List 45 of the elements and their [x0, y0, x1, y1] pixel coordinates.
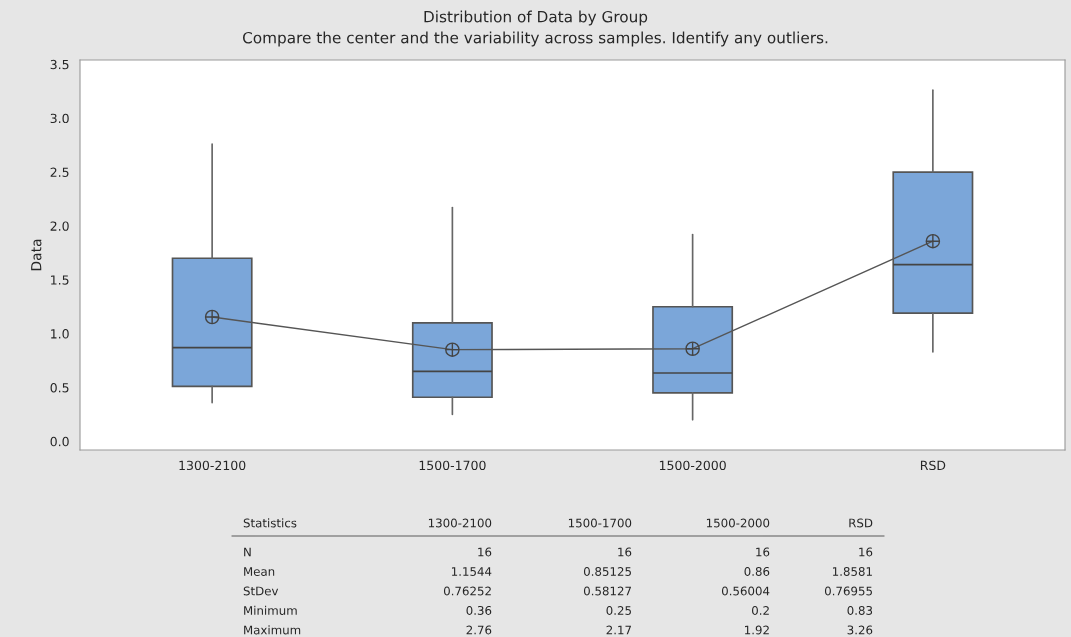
text: 0.86 [744, 567, 770, 576]
text: 0.2 [752, 606, 769, 615]
text: 16 [478, 547, 492, 557]
y-tick-label: 2.5 [50, 167, 69, 177]
x-tick-label: 1500-1700 [419, 460, 486, 471]
text: 16 [618, 547, 632, 557]
text: 0.25 [606, 606, 631, 615]
text: Minimum [244, 605, 297, 615]
text: RSD [849, 518, 873, 528]
text: Maximum [244, 625, 301, 635]
y-tick-label: 1.0 [51, 329, 69, 339]
chart-subtitle: Compare the center and the variability across samples. Identify any outliers. [242, 31, 828, 47]
text: 0.76252 [443, 586, 491, 596]
x-tick-label: RSD [920, 460, 946, 471]
y-tick-label: 2.0 [50, 221, 69, 231]
x-tick-label: 1300-2100 [179, 460, 246, 471]
text: 1300-2100 [428, 518, 492, 528]
y-tick-label: 3.0 [50, 113, 69, 124]
text: 1500-2000 [706, 518, 770, 528]
text: 0.56004 [721, 586, 770, 596]
y-axis-title: Data [31, 239, 42, 271]
text: 0.76955 [824, 586, 872, 596]
y-tick-label: 0.0 [50, 436, 69, 447]
text: Statistics [243, 518, 297, 528]
y-tick-label: 0.5 [50, 382, 69, 393]
text: 0.58127 [583, 586, 631, 596]
text: 1.8581 [832, 567, 872, 576]
text: Mean [244, 567, 275, 576]
y-tick-label: 1.5 [51, 275, 69, 285]
text: 1.1544 [451, 567, 492, 576]
text: StDev [243, 586, 279, 596]
text: 3.26 [847, 625, 873, 635]
text: 0.83 [847, 606, 873, 615]
text: 1.92 [745, 625, 769, 635]
text: 0.36 [466, 606, 492, 615]
text: 1500-1700 [568, 518, 632, 528]
text: 0.85125 [583, 567, 631, 576]
text: 16 [756, 547, 770, 557]
text: N [244, 547, 251, 557]
y-tick-label: 3.5 [50, 59, 69, 70]
text: 16 [859, 547, 873, 557]
chart-title: Distribution of Data by Group [424, 10, 648, 26]
x-tick-label: 1500-2000 [659, 460, 726, 471]
text: 2.76 [466, 625, 492, 635]
text: 2.17 [606, 625, 631, 635]
